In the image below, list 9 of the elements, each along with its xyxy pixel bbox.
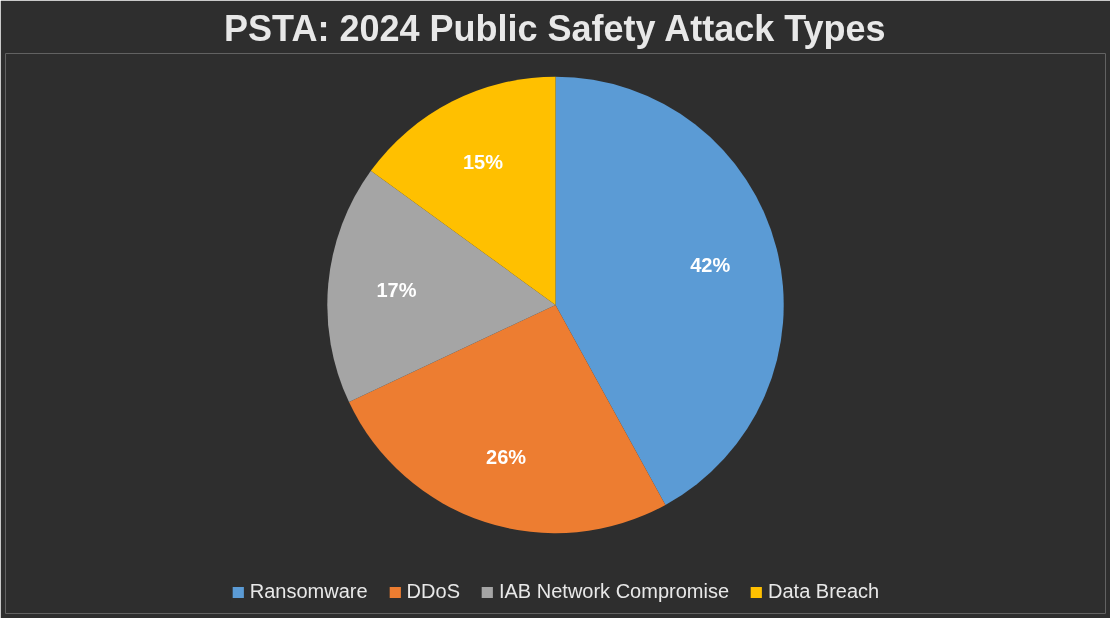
legend-label: DDoS	[406, 580, 460, 603]
legend-label: Data Breach	[768, 580, 880, 603]
data-label: 15%	[462, 151, 504, 174]
legend-label: Ransomware	[249, 580, 368, 603]
data-label: 17%	[376, 278, 417, 301]
chart-title: PSTA: 2024 Public Safety Attack Types	[224, 7, 886, 49]
legend-label: IAB Network Compromise	[498, 580, 730, 603]
data-label: 26%	[486, 446, 527, 469]
data-label: 42%	[690, 254, 731, 277]
